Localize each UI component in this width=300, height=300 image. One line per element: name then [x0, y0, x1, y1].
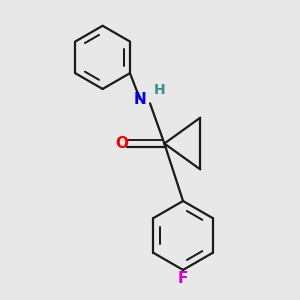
- Text: O: O: [115, 136, 128, 151]
- Text: H: H: [154, 83, 166, 98]
- Text: F: F: [178, 271, 188, 286]
- Text: N: N: [134, 92, 146, 106]
